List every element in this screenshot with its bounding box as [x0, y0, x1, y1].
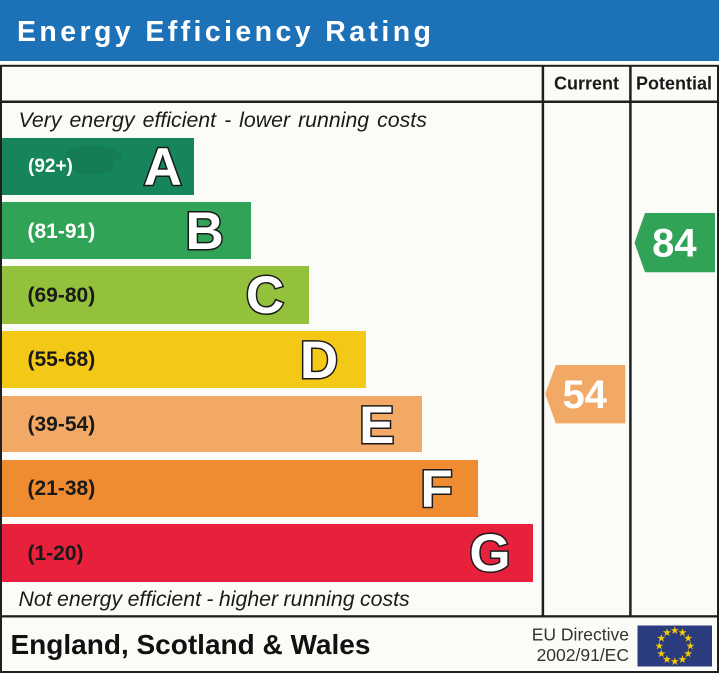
svg-text:(1-20): (1-20) — [28, 542, 84, 565]
svg-text:C: C — [246, 266, 284, 325]
svg-text:F: F — [420, 460, 452, 519]
svg-text:E: E — [359, 396, 394, 455]
svg-text:D: D — [300, 331, 338, 390]
svg-text:54: 54 — [562, 373, 607, 417]
svg-text:A: A — [144, 138, 182, 197]
svg-text:G: G — [469, 524, 510, 583]
svg-text:Potential: Potential — [636, 74, 712, 94]
svg-text:Energy Efficiency Rating: Energy Efficiency Rating — [17, 16, 434, 48]
svg-text:(55-68): (55-68) — [28, 348, 96, 371]
svg-text:(69-80): (69-80) — [28, 284, 96, 307]
svg-text:84: 84 — [652, 222, 697, 266]
svg-text:(92+): (92+) — [28, 156, 73, 177]
svg-text:Current: Current — [554, 74, 619, 94]
svg-text:B: B — [186, 202, 224, 261]
svg-text:Not energy efficient - higher: Not energy efficient - higher running co… — [19, 587, 411, 611]
svg-text:Very energy efficient - lower: Very energy efficient - lower running co… — [19, 108, 428, 132]
svg-text:2002/91/EC: 2002/91/EC — [537, 645, 629, 665]
svg-text:(21-38): (21-38) — [28, 477, 96, 500]
svg-text:England, Scotland & Wales: England, Scotland & Wales — [11, 629, 371, 660]
svg-text:(81-91): (81-91) — [28, 220, 96, 243]
svg-text:EU Directive: EU Directive — [532, 625, 629, 645]
svg-text:(39-54): (39-54) — [28, 413, 96, 436]
